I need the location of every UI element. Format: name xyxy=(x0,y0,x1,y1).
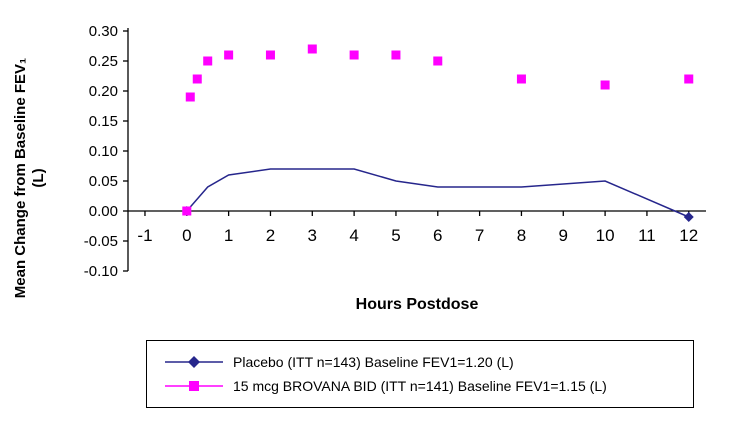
square-marker xyxy=(516,74,526,84)
x-tick-label: 1 xyxy=(224,226,233,245)
y-tick-label: 0.15 xyxy=(89,113,118,130)
legend-item-brovana: 15 mcg BROVANA BID (ITT n=141) Baseline … xyxy=(163,374,683,398)
x-tick-label: -1 xyxy=(137,226,152,245)
y-tick-label: 0.00 xyxy=(89,203,118,220)
x-tick-label: 11 xyxy=(638,226,656,245)
square-marker xyxy=(433,56,443,66)
y-tick-label: -0.05 xyxy=(84,233,118,250)
y-tick-label: 0.20 xyxy=(89,83,118,100)
legend: Placebo (ITT n=143) Baseline FEV1=1.20 (… xyxy=(146,340,694,408)
brovana-line-square-icon xyxy=(165,381,223,391)
chart-plot: 0.30 0.25 0.20 0.15 0.10 0.05 0.00 -0.05 -0.10 -1… xyxy=(84,23,706,280)
square-marker xyxy=(185,92,195,102)
square-marker xyxy=(349,50,359,60)
x-tick-label: 12 xyxy=(679,226,698,245)
y-tick-label: 0.30 xyxy=(89,23,118,40)
x-tick-label: 3 xyxy=(308,226,317,245)
x-tick-label: 4 xyxy=(349,226,358,245)
x-tick-label: 8 xyxy=(517,226,526,245)
placebo-line-diamond-icon xyxy=(165,356,223,368)
y-tick-label: 0.25 xyxy=(89,53,118,70)
legend-label-placebo: Placebo (ITT n=143) Baseline FEV1=1.20 (… xyxy=(233,354,514,370)
x-tick-label: 10 xyxy=(596,226,615,245)
square-marker xyxy=(203,56,213,66)
legend-item-placebo: Placebo (ITT n=143) Baseline FEV1=1.20 (… xyxy=(163,350,683,374)
square-marker xyxy=(182,206,192,216)
y-tick-label: 0.05 xyxy=(89,173,118,190)
square-marker xyxy=(391,50,401,60)
x-tick-label: 6 xyxy=(433,226,442,245)
series-line-0 xyxy=(186,168,690,218)
square-marker xyxy=(265,50,275,60)
square-marker xyxy=(684,74,694,84)
square-marker xyxy=(600,80,610,90)
square-marker xyxy=(307,44,317,54)
x-tick-label: 7 xyxy=(475,226,484,245)
y-tick-label: -0.10 xyxy=(84,263,118,280)
square-marker xyxy=(192,74,202,84)
x-tick-label: 2 xyxy=(266,226,275,245)
x-tick-label: 0 xyxy=(182,226,191,245)
x-tick-label: 5 xyxy=(391,226,400,245)
legend-label-brovana: 15 mcg BROVANA BID (ITT n=141) Baseline … xyxy=(233,378,607,394)
diamond-marker xyxy=(683,212,694,222)
square-marker xyxy=(224,50,234,60)
y-tick-label: 0.10 xyxy=(89,143,118,160)
x-tick-label: 9 xyxy=(559,226,568,245)
x-axis-title: Hours Postdose xyxy=(355,296,479,313)
